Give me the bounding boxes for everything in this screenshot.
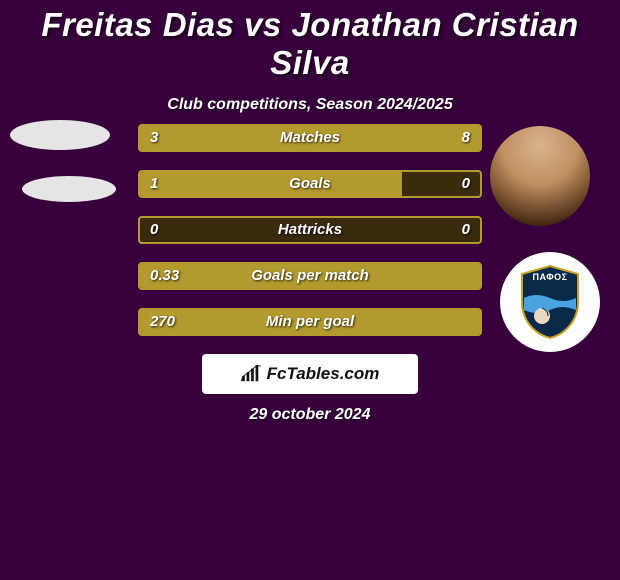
- comparison-card: Freitas Dias vs Jonathan Cristian Silva …: [0, 0, 620, 580]
- stat-row: 3Matches8: [138, 124, 482, 152]
- snapshot-date: 29 october 2024: [0, 406, 620, 424]
- player-right-club-badge: ΠΑΦΟΣ: [500, 252, 600, 352]
- player-left-avatar: [10, 120, 110, 150]
- club-shield-icon: ΠΑΦΟΣ: [518, 264, 582, 340]
- stat-row: 1Goals0: [138, 170, 482, 198]
- club-shield-text: ΠΑΦΟΣ: [518, 272, 582, 282]
- stat-bars: 3Matches81Goals00Hattricks00.33Goals per…: [138, 124, 482, 354]
- stat-value-right: 0: [462, 172, 470, 196]
- stat-label: Goals: [140, 172, 480, 196]
- bar-chart-icon: [241, 365, 263, 383]
- branding-label: FcTables.com: [267, 364, 380, 384]
- stat-label: Hattricks: [140, 218, 480, 242]
- stat-label: Goals per match: [140, 264, 480, 288]
- stat-row: 270Min per goal: [138, 308, 482, 336]
- stat-label: Matches: [140, 126, 480, 150]
- player-right-avatar: [490, 126, 590, 226]
- player-left-club-badge: [22, 176, 116, 202]
- stat-row: 0Hattricks0: [138, 216, 482, 244]
- branding-badge[interactable]: FcTables.com: [202, 354, 418, 394]
- stat-row: 0.33Goals per match: [138, 262, 482, 290]
- stat-value-right: 8: [462, 126, 470, 150]
- page-title: Freitas Dias vs Jonathan Cristian Silva: [0, 0, 620, 82]
- subtitle: Club competitions, Season 2024/2025: [0, 96, 620, 114]
- stat-value-right: 0: [462, 218, 470, 242]
- stat-label: Min per goal: [140, 310, 480, 334]
